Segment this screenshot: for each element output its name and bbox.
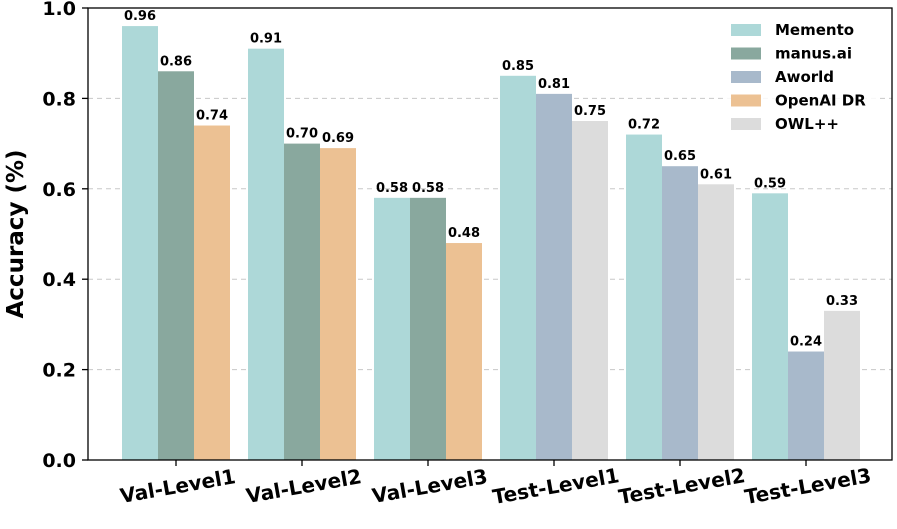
bar-aworld-test-level2 bbox=[662, 166, 698, 460]
bar-openai-dr-val-level3 bbox=[446, 243, 482, 460]
x-tick-label: Val-Level2 bbox=[244, 464, 363, 508]
bar-manus-ai-val-level3 bbox=[410, 197, 446, 460]
legend-swatch bbox=[731, 94, 761, 107]
bar-value-label: 0.61 bbox=[700, 167, 732, 182]
x-tick-label: Test-Level2 bbox=[617, 463, 747, 509]
bar-value-label: 0.75 bbox=[574, 104, 606, 119]
y-axis-label: Accuracy (%) bbox=[3, 149, 29, 318]
bar-memento-test-level3 bbox=[752, 193, 788, 460]
y-tick-label: 1.0 bbox=[42, 0, 76, 20]
x-tick-label: Test-Level3 bbox=[743, 463, 873, 509]
bar-owl--test-level3 bbox=[824, 310, 860, 460]
bar-value-label: 0.58 bbox=[376, 181, 408, 196]
legend-label: Aworld bbox=[775, 68, 834, 86]
bar-value-label: 0.85 bbox=[502, 59, 534, 74]
plot-frame bbox=[87, 7, 893, 461]
bar-value-label: 0.96 bbox=[124, 9, 156, 24]
y-tick-label: 0.4 bbox=[42, 269, 76, 291]
bar-memento-val-level3 bbox=[374, 197, 410, 460]
y-tick-label: 0.2 bbox=[42, 360, 76, 382]
data-labels: 0.96 0.86 0.74 0.91 0.70 0.69 0.58 0.58 0.48 0.85… bbox=[124, 9, 858, 349]
x-axis-ticks: Val-Level1 Val-Level2 Val-Level3 Test-Level… bbox=[118, 460, 873, 509]
bar-value-label: 0.69 bbox=[322, 131, 354, 146]
bar-value-label: 0.91 bbox=[250, 32, 282, 47]
bar-memento-val-level2 bbox=[248, 48, 284, 461]
bar-memento-test-level2 bbox=[626, 134, 662, 460]
bar-value-label: 0.48 bbox=[448, 226, 480, 241]
bar-owl--test-level1 bbox=[572, 121, 608, 460]
bar-value-label: 0.70 bbox=[286, 127, 318, 142]
legend-swatch bbox=[731, 24, 761, 36]
bars bbox=[122, 26, 860, 461]
bar-value-label: 0.33 bbox=[826, 294, 858, 309]
legend-label: OWL++ bbox=[775, 115, 839, 133]
legend-swatch bbox=[731, 47, 761, 60]
bar-openai-dr-val-level2 bbox=[320, 148, 356, 460]
bar-manus-ai-val-level2 bbox=[284, 143, 320, 460]
bar-openai-dr-val-level1 bbox=[194, 125, 230, 461]
legend: Memento manus.ai Aworld OpenAI DR OWL++ bbox=[727, 20, 880, 143]
y-tick-label: 0.6 bbox=[42, 179, 76, 201]
bar-value-label: 0.65 bbox=[664, 149, 696, 164]
bar-value-label: 0.24 bbox=[790, 335, 822, 350]
bar-aworld-test-level3 bbox=[788, 351, 824, 460]
bar-value-label: 0.81 bbox=[538, 77, 570, 92]
bar-value-label: 0.72 bbox=[628, 118, 660, 133]
y-tick-label: 0.8 bbox=[42, 88, 76, 110]
legend-label: Memento bbox=[775, 21, 854, 39]
bar-memento-val-level1 bbox=[122, 26, 158, 461]
legend-swatch bbox=[731, 71, 761, 83]
y-tick-label: 0.0 bbox=[42, 450, 76, 472]
bar-value-label: 0.59 bbox=[754, 176, 786, 191]
bar-value-label: 0.58 bbox=[412, 181, 444, 196]
bar-owl--test-level2 bbox=[698, 184, 734, 460]
legend-label: manus.ai bbox=[775, 45, 852, 63]
legend-swatch bbox=[731, 118, 761, 130]
bar-manus-ai-val-level1 bbox=[158, 71, 194, 460]
bar-memento-test-level1 bbox=[500, 75, 536, 461]
bar-value-label: 0.74 bbox=[196, 109, 228, 124]
x-tick-label: Test-Level1 bbox=[491, 463, 621, 509]
bar-aworld-test-level1 bbox=[536, 93, 572, 460]
x-tick-label: Val-Level3 bbox=[370, 464, 489, 508]
x-tick-label: Val-Level1 bbox=[118, 464, 237, 508]
bar-value-label: 0.86 bbox=[160, 54, 192, 69]
legend-label: OpenAI DR bbox=[775, 92, 866, 110]
y-axis-ticks: 0.0 0.2 0.4 0.6 0.8 1.0 bbox=[42, 0, 88, 472]
